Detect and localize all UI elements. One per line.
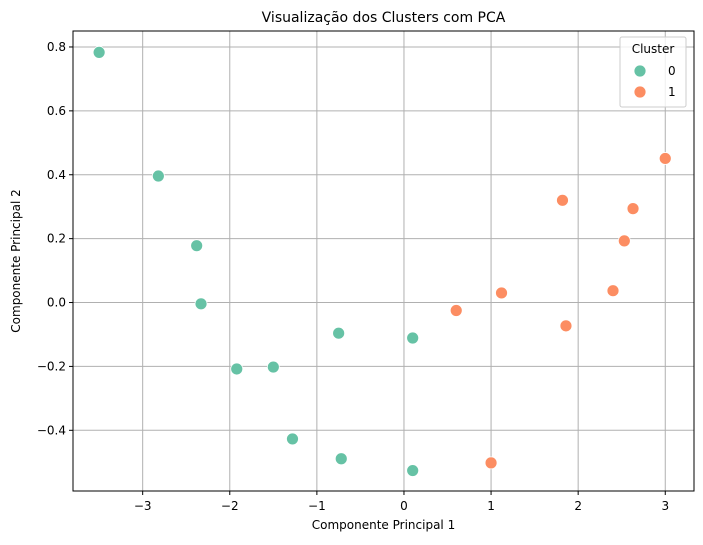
x-tick-label: −2: [221, 499, 239, 513]
y-tick-label: 0.4: [47, 168, 66, 182]
cluster-0-point: [194, 297, 208, 311]
cluster-1-point: [617, 234, 631, 248]
ticks: −3 −2 −1 0 1 2 3 −0.4 −0.2 0.0 0.2 0.4 0.6 0.8: [37, 40, 669, 513]
x-tick-label: 3: [661, 499, 669, 513]
cluster-0-point: [406, 331, 420, 345]
cluster-1-point: [556, 193, 569, 207]
legend-label-1: 1: [668, 85, 676, 99]
legend-items: 01: [633, 64, 676, 99]
legend: Cluster 01: [619, 36, 687, 108]
legend-label-0: 0: [668, 64, 676, 78]
cluster-1-point: [449, 304, 463, 317]
x-tick-label: 1: [487, 499, 495, 513]
legend-marker-0: [633, 64, 647, 78]
x-tick-label: −3: [134, 499, 152, 513]
y-tick-label: 0.0: [47, 296, 66, 310]
cluster-0-point: [266, 360, 280, 374]
y-axis-title: Componente Principal 2: [9, 189, 23, 332]
y-tick-label: −0.4: [37, 423, 66, 437]
points: [92, 46, 672, 477]
cluster-0-point: [332, 326, 346, 340]
y-tick-label: 0.6: [47, 104, 66, 118]
cluster-1-point: [559, 319, 573, 333]
chart-title: Visualização dos Clusters com PCA: [262, 10, 506, 26]
cluster-0-point: [190, 239, 204, 253]
x-tick-label: 0: [400, 499, 408, 513]
cluster-0-point: [286, 432, 299, 446]
x-tick-label: 2: [574, 499, 582, 513]
y-tick-label: −0.2: [37, 359, 66, 373]
x-tick-label: −1: [308, 499, 326, 513]
x-axis-title: Componente Principal 1: [312, 518, 455, 532]
cluster-1-point: [658, 152, 672, 165]
y-tick-label: 0.8: [47, 40, 66, 54]
cluster-1-point: [495, 286, 508, 300]
cluster-1-point: [606, 284, 620, 298]
cluster-1-point: [484, 456, 498, 470]
plot-frame: [72, 30, 695, 492]
legend-title: Cluster: [632, 42, 675, 56]
cluster-0-point: [151, 169, 165, 183]
cluster-0-point: [92, 46, 106, 59]
legend-marker-1: [633, 85, 647, 99]
cluster-0-point: [334, 452, 348, 466]
y-tick-label: 0.2: [47, 232, 66, 246]
cluster-0-point: [406, 464, 420, 477]
grid: [73, 31, 694, 491]
cluster-1-point: [626, 202, 640, 216]
cluster-0-point: [230, 362, 244, 376]
